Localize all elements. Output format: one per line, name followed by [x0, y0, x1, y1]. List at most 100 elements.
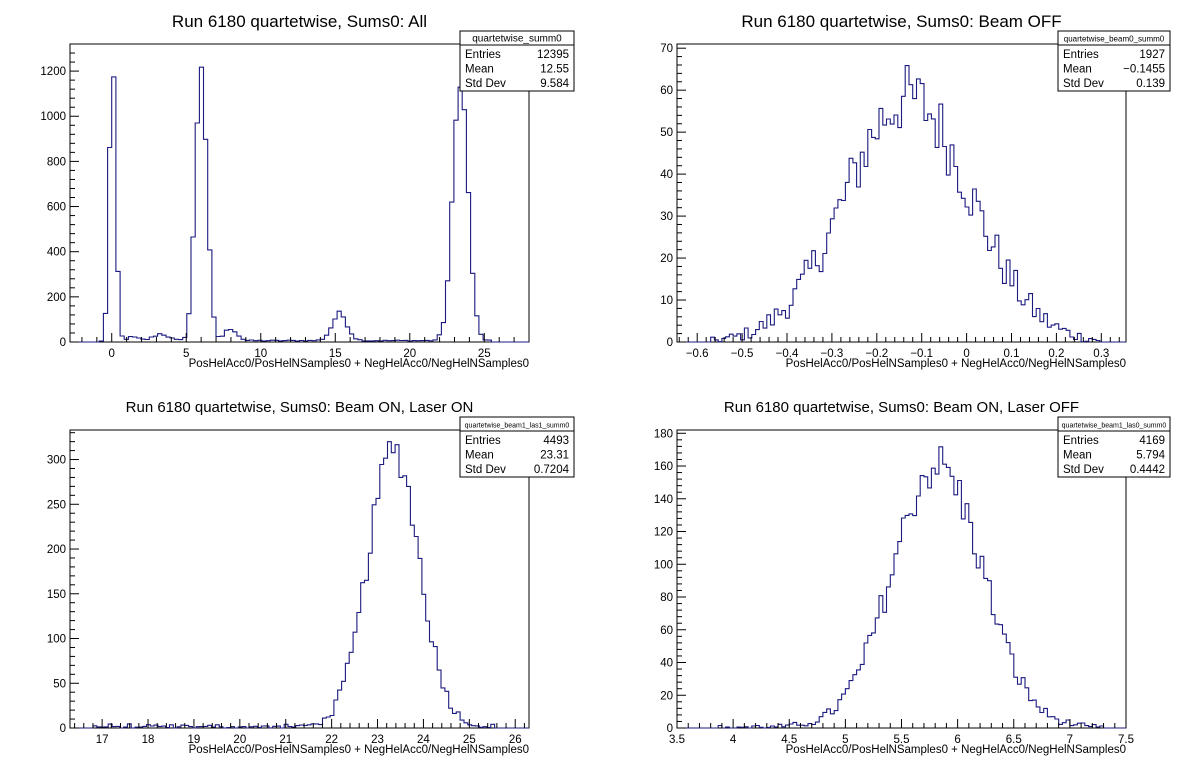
x-tick-label: 23	[371, 734, 384, 746]
stats-name: quartetwise_summ0	[472, 34, 562, 45]
histogram-line	[70, 441, 529, 729]
stats-row-value: 23.31	[540, 450, 569, 462]
plot-frame	[69, 429, 530, 729]
y-tick-label: 0	[60, 723, 66, 735]
y-tick-label: 100	[654, 559, 673, 571]
x-tick-label: −0.6	[686, 348, 709, 360]
y-tick-label: 40	[660, 658, 673, 670]
y-tick-label: 120	[654, 527, 673, 539]
y-tick-label: 1200	[40, 66, 66, 78]
stats-row-label: Entries	[1063, 435, 1099, 447]
x-axis-label: PosHelAcc0/PosHelNSamples0 + NegHelAcc0/…	[189, 744, 529, 756]
y-tick-label: 50	[53, 678, 66, 690]
x-axis-label: PosHelAcc0/PosHelNSamples0 + NegHelAcc0/…	[786, 744, 1126, 756]
x-tick-label: −0.5	[731, 348, 754, 360]
stats-row-value: 0.139	[1136, 78, 1165, 90]
plot-frame	[69, 43, 530, 343]
stats-row-label: Mean	[1063, 64, 1092, 76]
stats-row-label: Std Dev	[465, 464, 506, 476]
y-tick-label: 0	[667, 337, 673, 349]
x-tick-label: 17	[96, 734, 109, 746]
stats-row-label: Std Dev	[465, 78, 506, 90]
x-tick-label: 5	[183, 348, 189, 360]
x-tick-label: −0.3	[821, 348, 844, 360]
y-tick-label: 200	[47, 544, 66, 556]
x-tick-label: 26	[509, 734, 522, 746]
x-tick-label: 5.5	[894, 734, 910, 746]
histogram-panel-4: 3.5 4 4.5 5 5.5 6 6.5 7 7.5 0 20 40 60 80 100 120 140 160…	[654, 399, 1171, 756]
x-tick-label: 0.3	[1093, 348, 1109, 360]
y-tick-label: 150	[47, 589, 66, 601]
x-tick-label: 10	[254, 348, 267, 360]
x-tick-label: 24	[417, 734, 430, 746]
x-tick-label: 4	[730, 734, 737, 746]
stats-row-value: −0.1455	[1123, 64, 1165, 76]
stats-box	[1057, 30, 1171, 92]
stats-row-value: 12.55	[540, 64, 569, 76]
stats-row-value: 5.794	[1136, 450, 1165, 462]
stats-row-label: Mean	[465, 64, 494, 76]
y-tick-label: 300	[47, 455, 66, 467]
x-tick-label: 6.5	[1006, 734, 1022, 746]
x-tick-label: 7.5	[1118, 734, 1134, 746]
x-tick-label: 18	[142, 734, 155, 746]
x-tick-label: 0.1	[1004, 348, 1020, 360]
x-axis-label: PosHelAcc0/PosHelNSamples0 + NegHelAcc0/…	[786, 358, 1126, 370]
y-tick-label: 20	[660, 690, 673, 702]
stats-row-value: 9.584	[540, 78, 569, 90]
chart-title: Run 6180 quartetwise, Sums0: Beam ON, La…	[724, 399, 1079, 416]
stats-row-label: Mean	[1063, 450, 1092, 462]
stats-name: quartetwise_beam1_las0_summ0	[1062, 423, 1167, 430]
x-axis-label: PosHelAcc0/PosHelNSamples0 + NegHelAcc0/…	[189, 358, 529, 370]
y-tick-label: 10	[660, 295, 673, 307]
stats-row-label: Entries	[465, 435, 501, 447]
x-tick-label: 15	[329, 348, 342, 360]
x-tick-label: 3.5	[669, 734, 685, 746]
y-tick-label: 20	[660, 253, 673, 265]
x-tick-label: −0.1	[910, 348, 933, 360]
histogram-panel-3: 17 18 19 20 21 22 23 24 25 26 0 50 100 150 200 250 300 Po…	[47, 399, 575, 756]
x-tick-label: −0.4	[776, 348, 799, 360]
y-tick-label: 80	[660, 592, 673, 604]
plot-frame	[676, 43, 1127, 343]
histogram-line	[70, 66, 529, 343]
y-tick-label: 250	[47, 499, 66, 511]
histogram-panel-1: 0 5 10 15 20 25 0 200 400 600 800 1000 1200 PosHelAcc…	[40, 12, 575, 370]
histogram-panel-2: −0.6 −0.5 −0.4 −0.3 −0.2 −0.1 0 0.1 0.2 0.3 0 10 20 3…	[660, 12, 1171, 370]
stats-row-label: Std Dev	[1063, 464, 1104, 476]
y-tick-label: 50	[660, 127, 673, 139]
x-tick-label: 5	[842, 734, 848, 746]
stats-row-value: 4169	[1139, 435, 1165, 447]
stats-row-label: Entries	[1063, 49, 1099, 61]
stats-row-value: 0.7204	[534, 464, 570, 476]
y-tick-label: 200	[47, 292, 66, 304]
x-tick-label: 6	[954, 734, 960, 746]
x-tick-label: −0.2	[865, 348, 888, 360]
histogram-line	[677, 446, 1126, 729]
y-tick-label: 180	[654, 428, 673, 440]
x-tick-label: 22	[325, 734, 338, 746]
y-tick-label: 800	[47, 156, 66, 168]
stats-row-value: 4493	[543, 435, 569, 447]
x-tick-label: 25	[478, 348, 491, 360]
stats-name: quartetwise_beam1_las1_summ0	[465, 423, 570, 430]
x-tick-label: 4.5	[781, 734, 797, 746]
x-tick-label: 7	[1067, 734, 1073, 746]
stats-box	[1057, 416, 1171, 478]
y-tick-label: 60	[660, 625, 673, 637]
stats-name: quartetwise_beam0_summ0	[1064, 35, 1165, 44]
stats-row-value: 0.4442	[1130, 464, 1165, 476]
chart-title: Run 6180 quartetwise, Sums0: All	[172, 12, 427, 31]
x-tick-label: 20	[233, 734, 246, 746]
x-tick-label: 0	[963, 348, 969, 360]
y-tick-label: 0	[60, 337, 66, 349]
chart-title: Run 6180 quartetwise, Sums0: Beam OFF	[741, 12, 1061, 31]
stats-row-label: Entries	[465, 49, 501, 61]
stats-box	[459, 416, 575, 478]
y-tick-label: 1000	[40, 111, 66, 123]
x-tick-label: 0.2	[1048, 348, 1064, 360]
stats-row-value: 12395	[537, 49, 569, 61]
x-tick-label: 0	[109, 348, 115, 360]
